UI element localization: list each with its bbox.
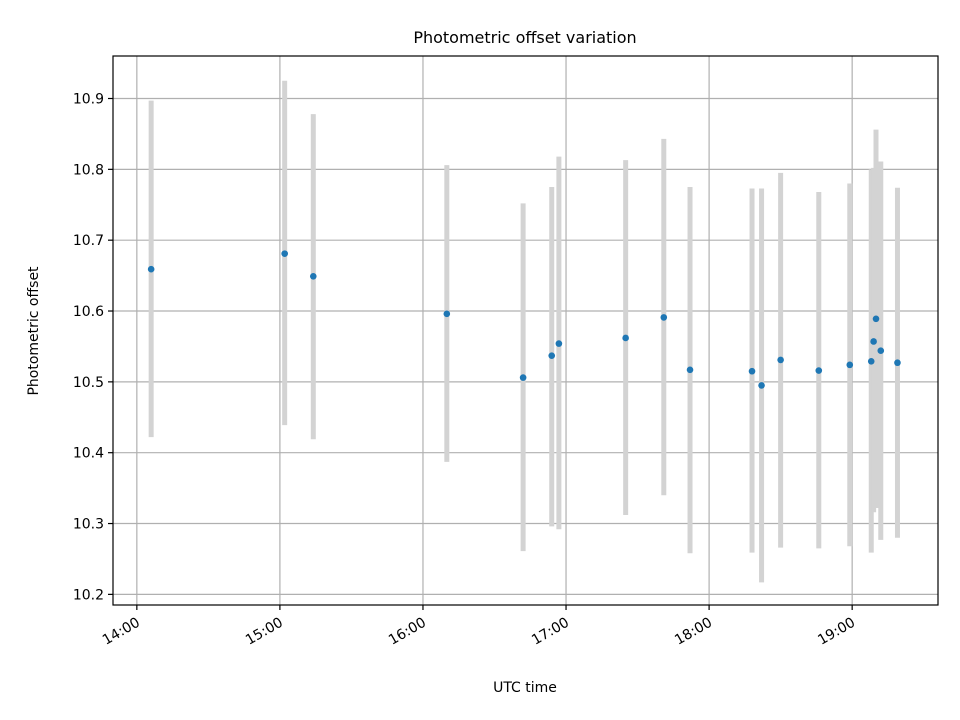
x-tick-label: 14:00 <box>100 615 143 649</box>
y-axis-label: Photometric offset <box>26 266 42 396</box>
data-point <box>748 367 756 375</box>
data-point <box>622 334 629 342</box>
y-axis-ticks: 10.2 10.3 10.4 10.5 10.6 10.7 10.8 10.9 <box>73 92 113 603</box>
data-point <box>519 374 527 381</box>
x-tick-label: 15:00 <box>243 615 286 649</box>
data-point <box>867 358 875 365</box>
x-tick-label: 16:00 <box>386 615 429 649</box>
y-tick-label: 10.7 <box>73 233 104 249</box>
data-point <box>555 340 563 347</box>
y-tick-label: 10.4 <box>73 446 104 462</box>
data-point-series <box>147 250 901 389</box>
y-tick-label: 10.6 <box>73 304 104 320</box>
data-point <box>872 315 880 323</box>
y-tick-label: 10.9 <box>73 92 104 108</box>
chart-title: Photometric offset variation <box>413 28 636 47</box>
data-point <box>281 250 288 257</box>
data-point <box>686 366 694 374</box>
data-point <box>309 273 317 280</box>
data-point <box>147 265 155 273</box>
data-point <box>846 361 854 369</box>
data-point <box>443 310 451 318</box>
data-point <box>758 382 765 389</box>
y-tick-label: 10.8 <box>73 162 104 178</box>
y-tick-label: 10.3 <box>73 517 104 533</box>
y-tick-label: 10.2 <box>73 587 104 603</box>
x-tick-label: 17:00 <box>529 615 572 649</box>
data-point <box>877 347 885 354</box>
y-tick-label: 10.5 <box>73 375 104 391</box>
data-point <box>894 359 901 367</box>
data-point <box>870 338 877 345</box>
data-point <box>548 352 556 359</box>
data-point <box>660 314 668 321</box>
data-point <box>815 367 823 374</box>
x-tick-label: 19:00 <box>815 615 858 649</box>
x-axis-ticks: 14:00 15:00 16:00 17:00 18:00 19:00 <box>100 605 858 649</box>
x-axis-label: UTC time <box>493 680 557 696</box>
x-tick-label: 18:00 <box>672 615 715 649</box>
errorbar-series <box>148 80 900 583</box>
plot-frame <box>112 55 939 606</box>
data-point <box>777 356 784 364</box>
